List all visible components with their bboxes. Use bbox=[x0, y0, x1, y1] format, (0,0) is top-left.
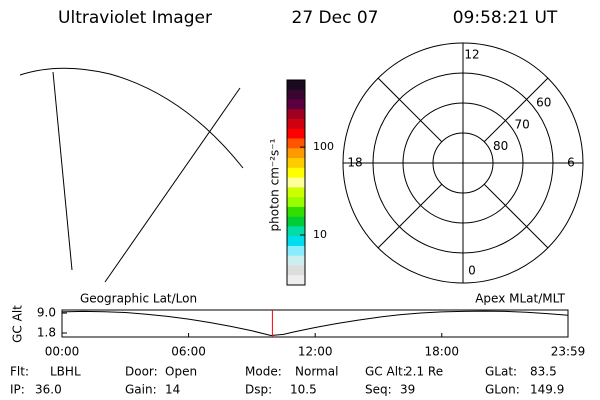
colorbar-band bbox=[287, 109, 305, 120]
y-tick-label: 9.0 bbox=[37, 306, 56, 320]
diagonal-spoke bbox=[377, 77, 443, 143]
colorbar-band bbox=[287, 216, 305, 227]
status-label: Gain: bbox=[125, 383, 157, 397]
colorbar-band bbox=[287, 197, 305, 208]
colorbar-band bbox=[287, 245, 305, 257]
mlt-label: 6 bbox=[567, 156, 575, 170]
colorbar-band bbox=[287, 89, 305, 100]
status-value: Normal bbox=[295, 365, 338, 379]
status-label: IP: bbox=[10, 383, 25, 397]
lat-label: 80 bbox=[493, 139, 508, 153]
x-tick-label: 18:00 bbox=[424, 345, 459, 359]
colorbar-band bbox=[287, 119, 305, 130]
colorbar-band bbox=[287, 226, 305, 237]
map-arc bbox=[19, 67, 244, 169]
colorbar-band bbox=[287, 128, 305, 139]
date: 27 Dec 07 bbox=[292, 8, 379, 28]
title: Ultraviolet Imager bbox=[58, 8, 212, 28]
colorbar-band bbox=[287, 187, 305, 198]
status-label: Seq: bbox=[365, 383, 392, 397]
status-label: Mode: bbox=[245, 365, 282, 379]
status-label: Door: bbox=[125, 365, 158, 379]
colorbar-band bbox=[287, 177, 305, 188]
y-tick-label: 1.8 bbox=[37, 326, 56, 340]
colorbar-band bbox=[287, 80, 305, 91]
y-axis-label: GC Alt bbox=[11, 305, 25, 343]
diagonal-spoke bbox=[483, 77, 549, 143]
altitude-line bbox=[61, 310, 569, 337]
colorbar-band bbox=[287, 236, 305, 247]
map-line bbox=[104, 87, 241, 283]
mlt-label: 12 bbox=[464, 48, 479, 62]
x-tick-label: 00:00 bbox=[45, 345, 80, 359]
colorbar-band bbox=[287, 206, 305, 217]
status-value: 149.9 bbox=[530, 383, 564, 397]
colorbar-band bbox=[287, 167, 305, 178]
x-tick-label: 23:59 bbox=[551, 345, 586, 359]
mlt-label: 18 bbox=[347, 156, 362, 170]
right-label: Apex MLat/MLT bbox=[475, 292, 565, 306]
mlt-label: 0 bbox=[468, 264, 476, 278]
status-label: Flt: bbox=[10, 365, 29, 379]
colorbar-band bbox=[287, 265, 305, 276]
x-tick-label: 06:00 bbox=[171, 345, 206, 359]
status-label: GLon: bbox=[485, 383, 520, 397]
map-line bbox=[52, 71, 73, 271]
colorbar-band bbox=[287, 275, 305, 286]
map-outline bbox=[19, 67, 244, 283]
lat-label: 70 bbox=[515, 117, 530, 131]
diagonal-spoke bbox=[483, 183, 549, 249]
x-tick-label: 12:00 bbox=[298, 345, 333, 359]
time: 09:58:21 UT bbox=[453, 8, 558, 28]
diagonal-spoke bbox=[377, 183, 443, 249]
colorbar-band bbox=[287, 138, 305, 149]
status-value: 83.5 bbox=[530, 365, 557, 379]
status-value: 14 bbox=[165, 383, 180, 397]
status-value: 2.1 Re bbox=[405, 365, 443, 379]
colorbar-tick-label: 10 bbox=[313, 228, 327, 241]
colorbar-band bbox=[287, 158, 305, 169]
lat-label: 60 bbox=[536, 96, 551, 110]
status-value: LBHL bbox=[50, 365, 81, 379]
left-label: Geographic Lat/Lon bbox=[80, 292, 197, 306]
colorbar-label: photon cm⁻²s⁻¹ bbox=[268, 138, 282, 231]
colorbar-band bbox=[287, 99, 305, 110]
status-label: GLat: bbox=[485, 365, 517, 379]
status-label: GC Alt: bbox=[365, 365, 407, 379]
status-value: Open bbox=[165, 365, 197, 379]
status-value: 39 bbox=[400, 383, 415, 397]
colorbar-tick-label: 100 bbox=[313, 140, 334, 153]
status-label: Dsp: bbox=[245, 383, 272, 397]
colorbar-band bbox=[287, 255, 305, 266]
colorbar-band bbox=[287, 148, 305, 159]
status-value: 36.0 bbox=[35, 383, 62, 397]
colorbar-frame bbox=[286, 79, 306, 286]
status-value: 10.5 bbox=[290, 383, 317, 397]
